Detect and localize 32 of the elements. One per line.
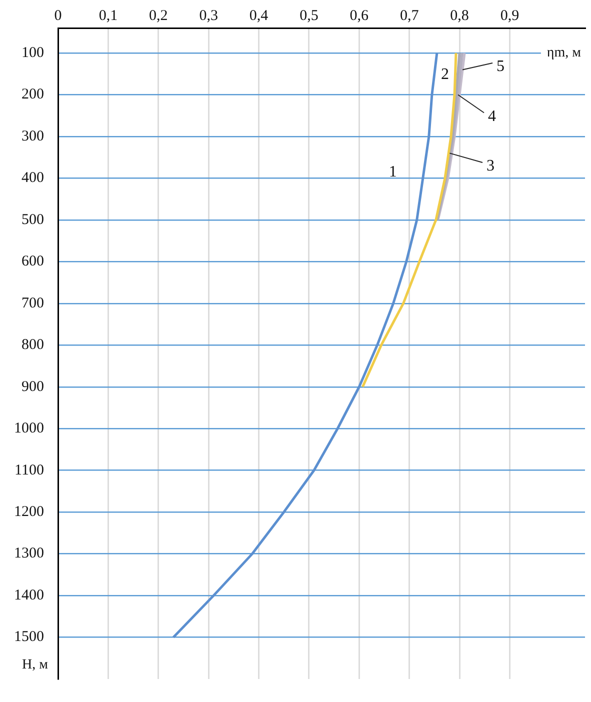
series-label: 4 <box>488 108 496 125</box>
y-tick-label: 500 <box>22 212 44 228</box>
y-tick-label: 200 <box>22 86 44 103</box>
x-tick-label: 0,9 <box>500 8 520 24</box>
x-axis-title: ηm, м <box>546 46 582 61</box>
y-tick-label: 400 <box>22 170 44 186</box>
y-tick-label: 1100 <box>14 462 44 478</box>
x-tick-label: 0,8 <box>450 8 469 24</box>
text: 3 <box>486 158 494 175</box>
y-tick-label: 700 <box>22 295 44 312</box>
x-tick-label: 0,5 <box>300 8 318 24</box>
y-tick-label: 1300 <box>14 546 44 562</box>
y-tick-label: 300 <box>22 128 44 144</box>
y-tick-label: 900 <box>22 378 44 395</box>
text: 5 <box>496 58 505 76</box>
x-tick-label: 0 <box>54 8 62 24</box>
x-tick-label: 0,2 <box>149 8 168 24</box>
y-tick-label: 800 <box>22 337 44 354</box>
series-label: 2 <box>441 66 450 84</box>
y-tick-label: 600 <box>22 254 44 270</box>
y-tick-label: 100 <box>22 44 44 61</box>
y-tick-label: 1200 <box>14 504 44 520</box>
y-axis-title: H, м <box>22 658 48 673</box>
y-tick-label: 1400 <box>14 587 44 604</box>
x-tick-label: 0,4 <box>249 8 269 24</box>
x-tick-label: 0,1 <box>98 8 118 24</box>
y-tick-label: 1500 <box>14 629 44 646</box>
series-label: 1 <box>388 163 397 180</box>
x-tick-label: 0,6 <box>350 8 370 24</box>
y-tick-label: 1000 <box>14 420 44 437</box>
x-tick-label: 0,7 <box>400 8 420 24</box>
x-tick-label: 0,3 <box>199 8 218 24</box>
